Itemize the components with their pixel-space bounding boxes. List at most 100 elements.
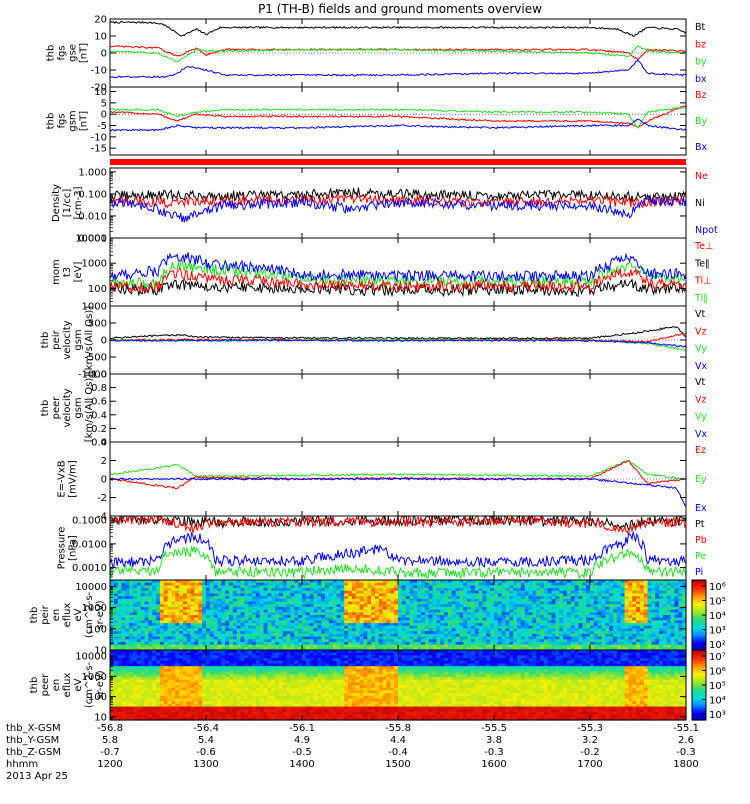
y-axis-label: (cm^2-s- (84, 591, 95, 638)
x-row-value: 4.9 (294, 735, 310, 746)
panel-density: 1.0000.1000.0100.001Density[1/cc][cm-3]N… (51, 167, 718, 244)
x-row-value: -0.2 (580, 747, 600, 758)
y-axis-label: t3 (62, 267, 73, 277)
legend-entry: Ex (695, 503, 707, 514)
x-row-value: -55.1 (673, 723, 699, 734)
y-axis-label: eflux (62, 603, 73, 628)
legend-entry: Ti⊥ (694, 276, 711, 287)
colorbar-tick-label: 10⁶ (709, 667, 726, 678)
y-tick-label: -10 (91, 132, 107, 143)
y-tick-label: -15 (91, 144, 107, 155)
y-axis-label: en (51, 609, 62, 622)
colorbar-tick-label: 10⁴ (709, 696, 726, 707)
legend-entry: Bt (695, 22, 706, 33)
y-tick-label: 10 (94, 32, 107, 43)
legend-entry: bx (695, 74, 707, 85)
x-row-value: 1500 (385, 759, 410, 770)
colorbar-tick-label: 10² (709, 640, 726, 651)
x-row-value: -56.8 (97, 723, 123, 734)
y-axis-label: mom (51, 259, 62, 285)
x-row-value: -0.4 (388, 747, 408, 758)
y-tick-label: 20 (94, 15, 107, 26)
x-row-name: thb_Z-GSM (6, 747, 61, 758)
legend-entry: Bz (695, 90, 707, 101)
x-row-value: -0.3 (484, 747, 504, 758)
y-axis-label: velocity (62, 320, 73, 359)
y-tick-label: -5 (97, 121, 107, 132)
y-axis-label: thb (46, 45, 57, 62)
x-row-value: 1400 (289, 759, 314, 770)
series-group (110, 106, 686, 131)
y-axis-label: [1/cc] (62, 189, 73, 218)
legend-entry: Vx (695, 361, 707, 372)
x-row-value: -55.3 (577, 723, 603, 734)
y-axis-label: [km/s(All Qs)] (84, 374, 95, 442)
y-tick-label: 0 (101, 475, 107, 486)
x-row-value: 3.2 (582, 735, 598, 746)
y-axis-label: peir (51, 329, 62, 349)
y-axis-label: Pressure (57, 527, 68, 570)
y-tick-label: -10 (91, 66, 107, 77)
series-bz-line (110, 46, 686, 59)
series-group (110, 513, 686, 578)
y-axis-label: eflux (62, 673, 73, 698)
legend-entry: Npot (695, 225, 718, 236)
colorbar-tick-label: 10³ (709, 710, 726, 721)
x-row-value: -0.7 (100, 747, 120, 758)
y-tick-label: 0 (101, 336, 107, 347)
series-group (110, 252, 686, 296)
x-row-value: 4.4 (390, 735, 406, 746)
y-tick-label: 10000 (75, 234, 107, 245)
legend-entry: Vy (695, 344, 707, 355)
y-tick-label: 0.0010 (72, 563, 107, 574)
y-axis-label: gsm (68, 110, 79, 131)
colorbar-tick-label: 10⁴ (709, 611, 726, 622)
legend-entry: Pt (695, 519, 705, 530)
legend-entry: Vx (695, 429, 707, 440)
y-tick-label: 4 (101, 438, 107, 449)
legend-entry: by (695, 57, 707, 68)
y-axis-label: Density (51, 184, 62, 222)
legend-entry: Ti∥ (694, 293, 708, 304)
x-row-value: -0.6 (196, 747, 216, 758)
y-axis-label: [nPa] (68, 535, 79, 561)
legend-entry: Ey (695, 474, 707, 485)
x-row-value: -0.3 (676, 747, 696, 758)
series-bx-line (110, 60, 686, 78)
y-axis-label: thb (40, 400, 51, 417)
y-axis-label: [km/s(All Qs)] (84, 306, 95, 374)
y-tick-label: 0 (101, 49, 107, 60)
x-axis-date: 2013 Apr 25 (6, 771, 68, 782)
y-axis-label: [mV/m] (68, 460, 79, 498)
colorbar-tick-label: 10⁵ (709, 597, 726, 608)
y-axis-label: sr-eV) (95, 670, 106, 699)
y-axis-label: [eV] (73, 262, 84, 283)
y-axis-label: velocity (62, 388, 73, 427)
x-row-name: thb_Y-GSM (6, 735, 59, 746)
heatmap-cells (110, 580, 687, 651)
y-axis-label: peir (40, 604, 51, 624)
x-row-value: -0.5 (292, 747, 312, 758)
x-row-value: 1300 (193, 759, 218, 770)
legend-entry: Pb (695, 535, 707, 546)
legend-entry: Vy (695, 412, 707, 423)
y-axis-label: gsm (73, 397, 84, 418)
y-tick-label: 0.1000 (72, 516, 107, 527)
legend-entry: Vt (695, 309, 705, 320)
y-tick-label: 2 (101, 456, 107, 467)
y-axis-label: gsm (73, 329, 84, 350)
series-Vt-line (110, 327, 686, 339)
legend-entry: Pe (695, 551, 706, 562)
y-tick-label: 0 (101, 110, 107, 121)
y-tick-label: 10000 (75, 582, 107, 593)
legend-entry: Bx (695, 142, 708, 153)
series-group (110, 188, 686, 223)
y-axis-label: [cm-3] (73, 186, 84, 219)
legend-entry: Vz (695, 394, 707, 405)
